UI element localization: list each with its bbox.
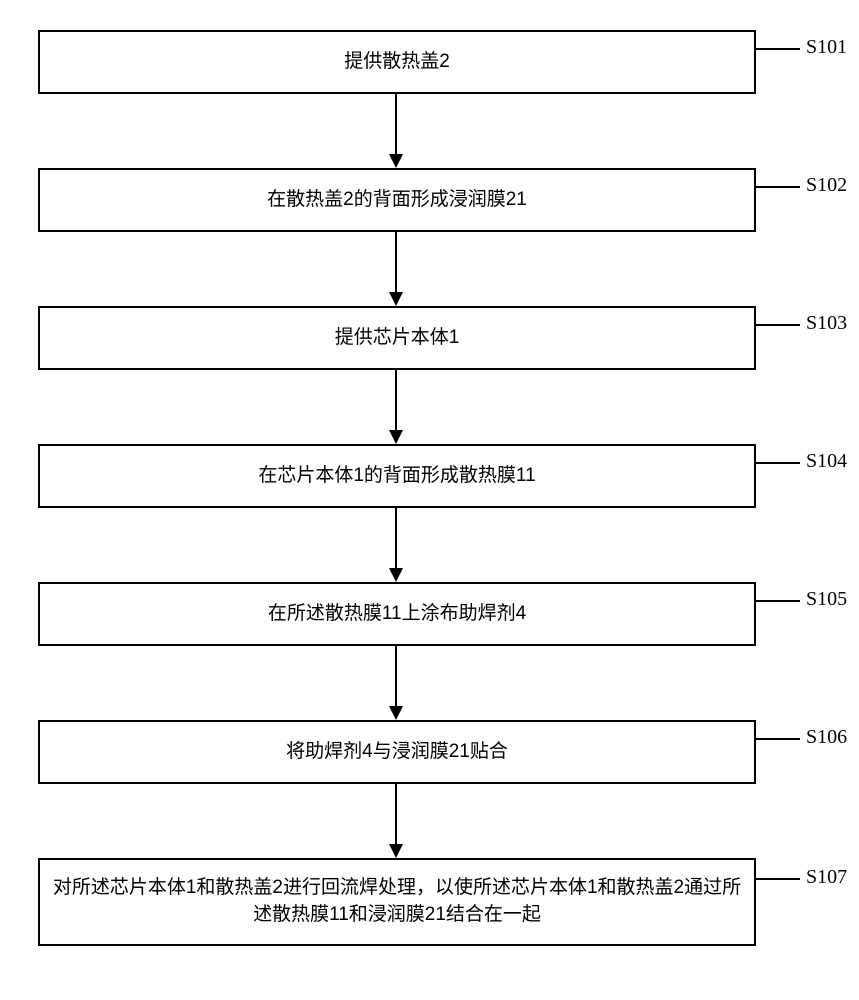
flow-step-text: 在芯片本体1的背面形成散热膜11 [258,463,535,490]
label-leader-line [756,324,800,326]
step-label-s101: S101 [806,36,847,59]
step-label-s106: S106 [806,726,847,749]
step-label-s104: S104 [806,450,847,473]
label-leader-line [756,48,800,50]
arrow-head-icon [389,430,403,444]
arrow-shaft [395,508,397,568]
flow-step-text: 提供散热盖2 [344,49,450,76]
label-leader-line [756,600,800,602]
arrow-shaft [395,232,397,292]
step-label-s102: S102 [806,174,847,197]
arrow-head-icon [389,568,403,582]
arrow-shaft [395,646,397,706]
step-label-s107: S107 [806,866,847,889]
flow-step-s106: 将助焊剂4与浸润膜21贴合 [38,720,756,784]
flow-step-text: 将助焊剂4与浸润膜21贴合 [286,739,508,766]
arrow-shaft [395,94,397,154]
arrow-head-icon [389,844,403,858]
label-leader-line [756,878,800,880]
arrow-shaft [395,784,397,844]
flow-step-s103: 提供芯片本体1 [38,306,756,370]
arrow-shaft [395,370,397,430]
arrow-head-icon [389,706,403,720]
flow-step-text: 对所述芯片本体1和散热盖2进行回流焊处理，以使所述芯片本体1和散热盖2通过所述散… [52,875,742,928]
flow-step-text: 在散热盖2的背面形成浸润膜21 [267,187,527,214]
flow-step-s107: 对所述芯片本体1和散热盖2进行回流焊处理，以使所述芯片本体1和散热盖2通过所述散… [38,858,756,946]
label-leader-line [756,462,800,464]
arrow-head-icon [389,292,403,306]
arrow-head-icon [389,154,403,168]
step-label-s105: S105 [806,588,847,611]
flow-step-text: 在所述散热膜11上涂布助焊剂4 [268,601,526,628]
flow-step-s102: 在散热盖2的背面形成浸润膜21 [38,168,756,232]
flow-step-s104: 在芯片本体1的背面形成散热膜11 [38,444,756,508]
flow-step-s105: 在所述散热膜11上涂布助焊剂4 [38,582,756,646]
label-leader-line [756,186,800,188]
flow-step-text: 提供芯片本体1 [335,325,460,352]
flow-step-s101: 提供散热盖2 [38,30,756,94]
flowchart-canvas: 提供散热盖2 S101 在散热盖2的背面形成浸润膜21 S102 提供芯片本体1 S103… [0,0,859,1000]
label-leader-line [756,738,800,740]
step-label-s103: S103 [806,312,847,335]
